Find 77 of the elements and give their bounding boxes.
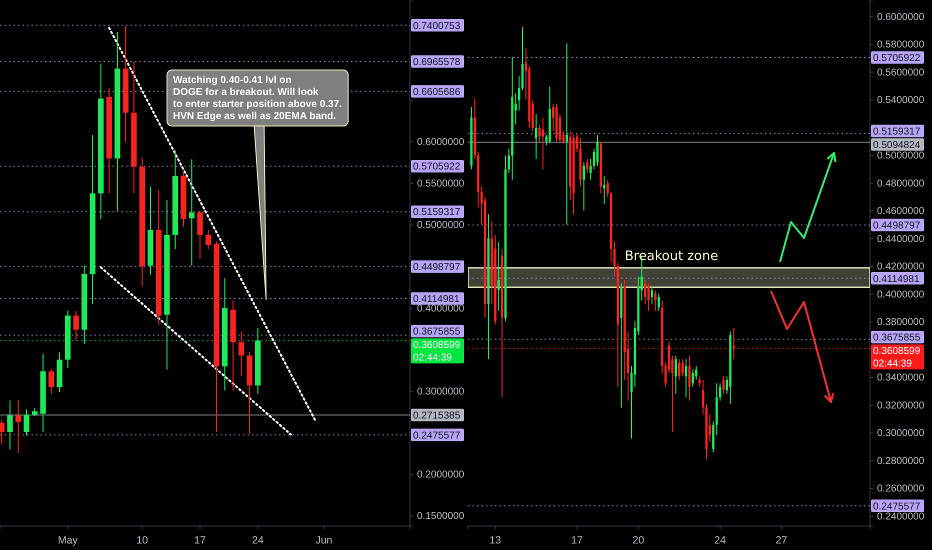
x-tick-label: 20 (632, 534, 644, 546)
y-tick-label: 0.1500000 (417, 511, 465, 522)
y-tick-label: 0.2600000 (877, 484, 925, 495)
ref-line-label: 0.3675855 (873, 332, 921, 344)
ref-line-label: 0.4498797 (873, 220, 921, 232)
candlestick (534, 114, 538, 160)
candlestick (7, 400, 13, 450)
y-tick-label: 0.3400000 (877, 372, 925, 384)
y-tick-label: 0.6000000 (417, 136, 465, 148)
y-tick-label: 0.5400000 (877, 95, 925, 106)
x-tick-label: 24 (714, 534, 726, 546)
candlestick (73, 310, 79, 342)
ref-line-label: 0.3608599 02:44:39 (873, 346, 921, 370)
y-tick-label: 0.5000000 (877, 150, 925, 162)
x-tick-label: 13 (489, 534, 502, 546)
candlestick (566, 42, 568, 226)
candlestick (692, 369, 694, 388)
y-tick-label: 0.3000000 (877, 428, 925, 440)
ref-line-label: 0.3608599 02:44:39 (413, 340, 461, 364)
y-tick-label: 0.4400000 (877, 234, 925, 245)
ref-line-label: 0.5159317 (873, 126, 921, 138)
x-tick-label: Jun (315, 534, 333, 546)
candlestick (674, 355, 677, 394)
candlestick (197, 210, 203, 260)
ref-line-label: 0.2475577 (413, 430, 461, 442)
y-tick-label: 0.4200000 (877, 262, 925, 273)
annotation: Watching 0.40-0.41 lvl on DOGE for a breakout. Will look to enter starter position above 0.37. HVN Edge as well as 20EMA band. (173, 75, 342, 122)
x-tick-label: 10 (136, 534, 148, 546)
y-tick-label: 0.6000000 (877, 12, 925, 23)
y-tick-label: 0.3200000 (877, 400, 925, 412)
ref-line-label: 0.5159317 (413, 207, 461, 218)
y-tick-label: 0.3800000 (877, 317, 925, 328)
y-tick-label: 0.4000000 (417, 303, 465, 314)
ref-line-label: 0.3675855 (413, 326, 461, 338)
candlestick (205, 229, 212, 250)
candlestick (498, 241, 500, 312)
candlestick (586, 158, 588, 174)
y-tick-label: 0.4600000 (877, 206, 925, 218)
ref-line-label: 0.6605686 (413, 86, 461, 98)
y-tick-label: 0.4800000 (877, 178, 925, 190)
ref-line-label: 0.4114981 (873, 274, 920, 285)
x-tick-label: 17 (571, 534, 584, 546)
y-tick-label: 0.5000000 (417, 220, 465, 232)
candlestick (582, 162, 585, 212)
candlestick (48, 368, 54, 394)
y-tick-label: 0.2800000 (877, 456, 925, 467)
y-tick-label: 0.5800000 (877, 40, 925, 51)
ref-line-label: 0.5094824 (873, 140, 921, 152)
ref-line-label: 0.2715385 (413, 410, 461, 422)
candlestick (678, 358, 680, 380)
y-tick-label: 0.5500000 (417, 178, 465, 190)
y-tick-label: 0.2400000 (877, 511, 925, 522)
y-tick-label: 0.2000000 (417, 470, 465, 481)
candlestick (188, 158, 195, 266)
candlestick (654, 290, 657, 312)
y-tick-label: 0.5600000 (877, 67, 925, 78)
y-tick-label: 0.3000000 (417, 386, 465, 398)
ref-line-label: 0.5705922 (413, 162, 461, 173)
x-tick-label: May (58, 534, 78, 546)
ref-line-label: 0.6965578 (413, 56, 461, 68)
candlestick (681, 358, 684, 377)
x-tick-label: 27 (776, 534, 788, 546)
candlestick (658, 293, 660, 312)
ref-line-label: 0.4114981 (413, 294, 460, 306)
candlestick (15, 400, 22, 454)
y-tick-label: 0.4000000 (877, 289, 925, 300)
candlestick (24, 409, 30, 436)
candlestick (238, 330, 244, 377)
candlestick (0, 419, 5, 445)
x-tick-label: 17 (194, 534, 206, 546)
band-label: Breakout zone (624, 248, 718, 264)
ref-line-label: 0.2475577 (873, 501, 921, 512)
ref-line-label: 0.5705922 (873, 52, 921, 64)
candlestick (603, 176, 606, 204)
x-tick-label: 24 (252, 534, 264, 546)
ref-line-label: 0.7400753 (413, 20, 461, 32)
ref-line-label: 0.4498797 (413, 262, 461, 274)
